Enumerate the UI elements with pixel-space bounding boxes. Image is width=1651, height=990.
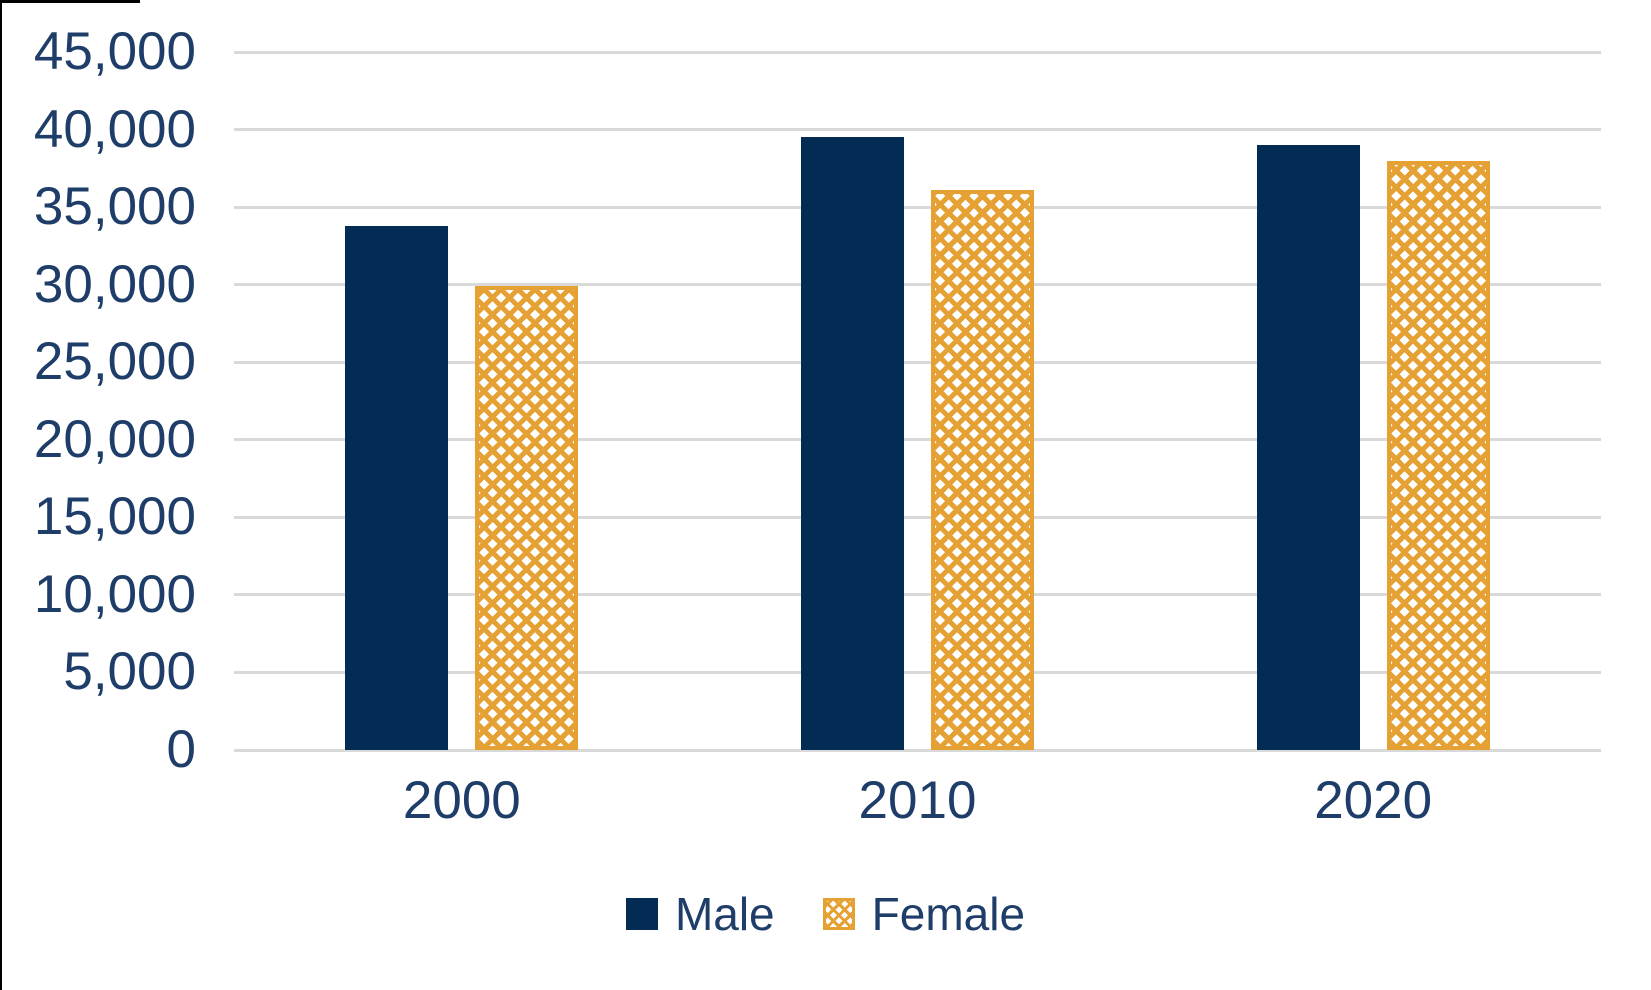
bar-male-2020: [1256, 145, 1360, 750]
gridline-15000: [234, 515, 1601, 519]
y-tick-label-40000: 40,000: [33, 99, 196, 159]
y-tick-label-20000: 20,000: [33, 409, 196, 469]
y-tick-label-0: 0: [166, 720, 196, 779]
y-tick-label-15000: 15,000: [33, 487, 196, 547]
legend-swatch-male-icon: [625, 898, 658, 930]
x-tick-label-2000: 2000: [402, 771, 521, 830]
y-tick-label-5000: 5,000: [63, 642, 196, 702]
bar-male-2000: [345, 225, 449, 750]
gridline-0: [234, 748, 1601, 752]
gridline-45000: [234, 50, 1601, 54]
gridline-40000: [234, 128, 1601, 132]
y-tick-label-35000: 35,000: [33, 177, 196, 237]
legend-item-female: Female: [822, 888, 1026, 940]
legend-item-male: Male: [625, 888, 775, 940]
gridline-30000: [234, 283, 1601, 287]
gridline-5000: [234, 670, 1601, 674]
chart-legend: Male Female: [0, 878, 1651, 950]
bar-female-2020: [1386, 160, 1490, 750]
y-tick-label-30000: 30,000: [33, 254, 196, 314]
gridline-20000: [234, 438, 1601, 442]
legend-swatch-female-icon: [822, 898, 855, 930]
y-tick-label-25000: 25,000: [33, 332, 196, 392]
screenshot-top-edge-artifact: [0, 0, 140, 3]
x-tick-label-2020: 2020: [1314, 771, 1433, 830]
x-tick-label-2010: 2010: [858, 771, 977, 830]
y-tick-label-10000: 10,000: [33, 564, 196, 624]
y-tick-label-45000: 45,000: [33, 22, 196, 81]
screenshot-left-edge-artifact: [0, 0, 2, 990]
bar-male-2010: [801, 137, 904, 750]
legend-label-male: Male: [674, 888, 775, 940]
legend-label-female: Female: [871, 888, 1026, 940]
gridline-10000: [234, 593, 1601, 597]
gridline-25000: [234, 360, 1601, 364]
bar-female-2010: [931, 190, 1034, 750]
gridline-35000: [234, 205, 1601, 209]
bar-female-2000: [475, 286, 579, 750]
